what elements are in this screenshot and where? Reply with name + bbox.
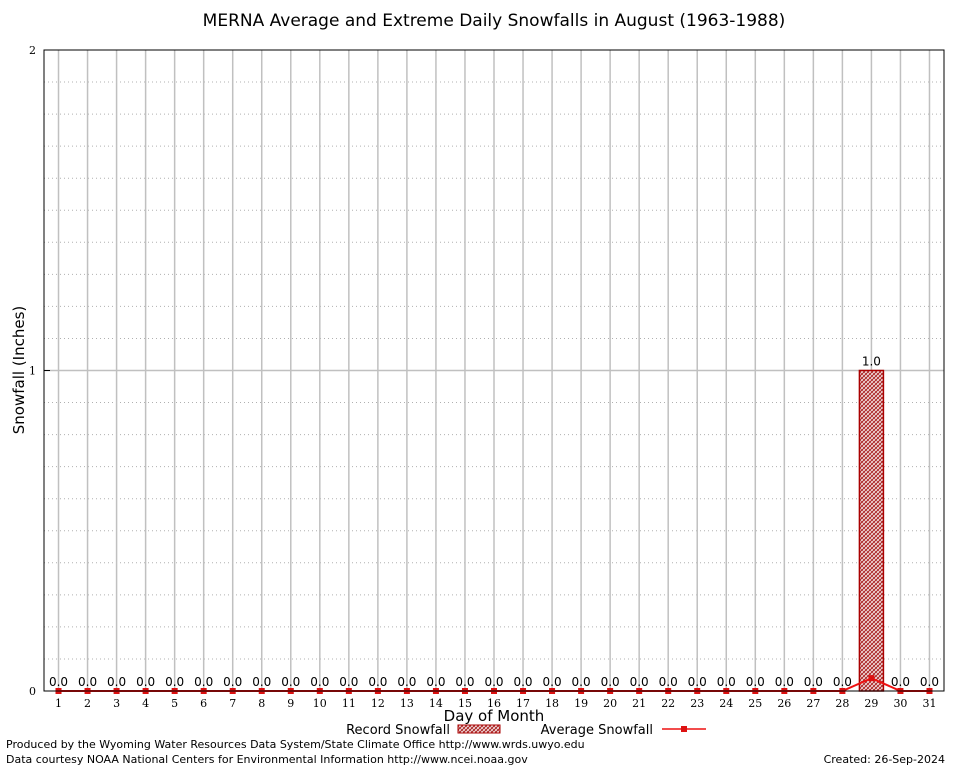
x-tick-label: 26 <box>777 697 791 710</box>
data-label-day-17: 0.0 <box>513 675 532 689</box>
data-label-day-9: 0.0 <box>281 675 300 689</box>
legend-record-label: Record Snowfall <box>346 723 450 738</box>
record-bar-day-29 <box>858 369 885 692</box>
x-tick-label: 20 <box>603 697 617 710</box>
data-label-day-3: 0.0 <box>107 675 126 689</box>
data-label-day-6: 0.0 <box>194 675 213 689</box>
data-label-day-18: 0.0 <box>543 675 562 689</box>
x-tick-labels: 1 2 3 4 5 6 7 8 9 10 11 12 13 14 15 16 17 18 19 20 21 22 23 24 2… <box>55 697 936 710</box>
data-label-day-29: 1.0 <box>862 355 881 369</box>
data-label-day-10: 0.0 <box>310 675 329 689</box>
data-label-day-8: 0.0 <box>252 675 271 689</box>
legend-average-marker <box>681 726 687 732</box>
grid-lines <box>44 50 944 691</box>
footer-credit-1: Produced by the Wyoming Water Resources … <box>6 738 585 751</box>
x-tick-label: 28 <box>835 697 849 710</box>
data-label-day-26: 0.0 <box>775 675 794 689</box>
data-label-day-21: 0.0 <box>630 675 649 689</box>
data-label-day-13: 0.0 <box>397 675 416 689</box>
data-label-day-4: 0.0 <box>136 675 155 689</box>
legend-record-swatch <box>457 724 501 734</box>
x-tick-label: 24 <box>719 697 733 710</box>
x-tick-label: 21 <box>632 697 646 710</box>
x-tick-label: 5 <box>171 697 178 710</box>
x-tick-label: 12 <box>371 697 385 710</box>
data-label-day-2: 0.0 <box>78 675 97 689</box>
footer-credit-2: Data courtesy NOAA National Centers for … <box>6 753 528 766</box>
x-tick-label: 25 <box>748 697 762 710</box>
x-tick-label: 8 <box>258 697 265 710</box>
data-label-day-14: 0.0 <box>426 675 445 689</box>
x-tick-label: 7 <box>229 697 236 710</box>
x-axis-label: Day of Month <box>444 707 545 725</box>
data-label-day-1: 0.0 <box>49 675 68 689</box>
y-tick-label: 0 <box>29 685 36 698</box>
x-tick-label: 19 <box>574 697 588 710</box>
data-label-day-28: 0.0 <box>833 675 852 689</box>
data-label-day-23: 0.0 <box>688 675 707 689</box>
data-label-day-27: 0.0 <box>804 675 823 689</box>
data-label-day-12: 0.0 <box>368 675 387 689</box>
x-tick-label: 3 <box>113 697 120 710</box>
x-tick-label: 22 <box>661 697 675 710</box>
x-tick-label: 14 <box>429 697 443 710</box>
data-label-day-16: 0.0 <box>484 675 503 689</box>
data-label-day-7: 0.0 <box>223 675 242 689</box>
data-label-day-11: 0.0 <box>339 675 358 689</box>
data-label-day-19: 0.0 <box>572 675 591 689</box>
data-labels: 0.0 0.0 0.0 0.0 0.0 0.0 0.0 0.0 0.0 0.0 0.0 0.0 0.0 0… <box>49 355 939 690</box>
x-tick-label: 29 <box>864 697 878 710</box>
legend: Record Snowfall Average Snowfall <box>346 723 706 738</box>
x-tick-label: 6 <box>200 697 207 710</box>
x-tick-label: 4 <box>142 697 149 710</box>
x-tick-label: 16 <box>487 697 501 710</box>
x-tick-label: 17 <box>516 697 530 710</box>
record-snowfall-bars <box>858 369 885 692</box>
x-tick-label: 18 <box>545 697 559 710</box>
x-tick-label: 31 <box>922 697 936 710</box>
x-tick-label: 10 <box>313 697 327 710</box>
x-tick-label: 23 <box>690 697 704 710</box>
x-tick-label: 2 <box>84 697 91 710</box>
data-label-day-30: 0.0 <box>891 675 910 689</box>
y-tick-label: 1 <box>29 365 36 378</box>
y-tick-label: 2 <box>29 44 36 57</box>
x-tick-label: 11 <box>342 697 356 710</box>
x-tick-label: 9 <box>287 697 294 710</box>
chart-title: MERNA Average and Extreme Daily Snowfall… <box>203 11 786 31</box>
data-label-day-15: 0.0 <box>455 675 474 689</box>
data-label-day-5: 0.0 <box>165 675 184 689</box>
x-tick-label: 27 <box>806 697 820 710</box>
data-label-day-20: 0.0 <box>601 675 620 689</box>
y-axis-label: Snowfall (Inches) <box>10 306 28 434</box>
x-tick-label: 30 <box>893 697 907 710</box>
data-label-day-31: 0.0 <box>920 675 939 689</box>
x-tick-label: 1 <box>55 697 62 710</box>
data-label-day-25: 0.0 <box>746 675 765 689</box>
legend-average-label: Average Snowfall <box>541 723 653 738</box>
x-tick-label: 13 <box>400 697 414 710</box>
footer-created: Created: 26-Sep-2024 <box>824 753 945 766</box>
average-marker-day-29 <box>868 675 875 682</box>
data-label-day-24: 0.0 <box>717 675 736 689</box>
x-tick-label: 15 <box>458 697 472 710</box>
y-tick-labels: 0 1 2 <box>29 44 50 698</box>
data-label-day-22: 0.0 <box>659 675 678 689</box>
